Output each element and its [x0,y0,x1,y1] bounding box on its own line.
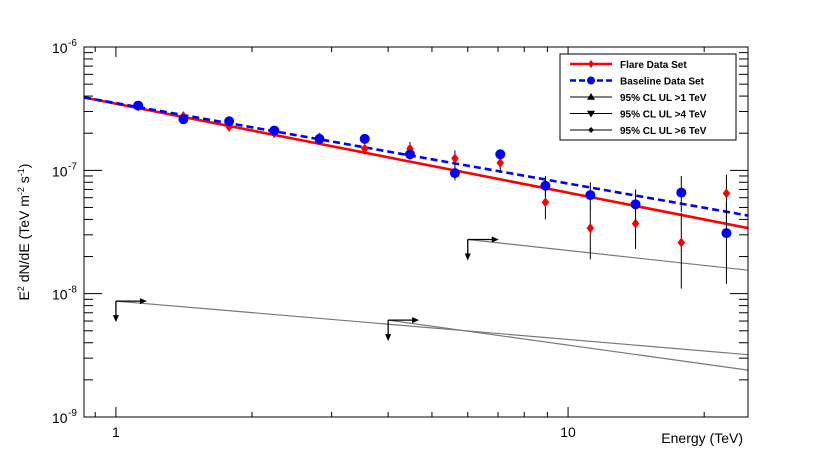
y-axis-title-sup: 2 [16,286,26,291]
upper-limit-line [388,319,748,371]
data-point [540,180,551,191]
upper-limit-line [467,238,748,271]
data-point [631,218,640,229]
data-point [630,199,641,210]
y-axis-title-part: s [16,176,32,187]
data-point [586,223,595,234]
y-tick-exp: -9 [68,408,77,419]
upper-limit-arrowhead-right [412,317,420,324]
legend-label: Baseline Data Set [620,77,705,88]
y-axis-title-sup: -2 [16,187,26,195]
upper-limit-arrowhead-down [464,253,471,261]
fit-line-baseline [84,96,748,217]
x-axis-title: Energy (TeV) [661,430,743,446]
data-point [449,168,460,179]
y-tick-exp: -8 [68,285,77,296]
data-point [541,197,550,208]
y-tick-base: 10 [52,40,68,56]
data-point [496,157,505,168]
data-point [359,133,370,144]
data-point [269,125,280,136]
data-point [676,187,687,198]
plot-contents [84,96,748,371]
legend: Flare Data Set Baseline Data Set 95% CL UL… [559,53,737,141]
upper-limit-2 [385,317,748,371]
data-point [404,149,415,160]
y-axis-title-sup: -1 [16,168,26,176]
legend-marker [587,93,595,100]
upper-limit-1 [112,298,748,356]
upper-limit-3 [464,236,748,271]
data-point [677,237,686,248]
data-point [585,190,596,201]
upper-limit-arrowhead-down [385,334,392,342]
x-tick-label: 10 [560,424,576,440]
y-axis-title-part: dN/dE (TeV m [16,195,32,286]
upper-limit-arrowhead-right [491,236,499,243]
legend-marker [588,60,594,68]
data-point [451,153,459,164]
y-tick-label: 10 -7 [52,161,77,179]
legend-marker [587,110,595,118]
y-axis-title-part: ) [16,164,32,169]
data-point [133,100,144,111]
legend-label: 95% CL UL >1 TeV [620,93,707,104]
x-tick-label: 1 [112,424,120,440]
data-point [314,133,325,144]
y-tick-label: 10 -6 [52,38,77,56]
y-tick-base: 10 [52,287,68,303]
series-baseline [133,100,732,284]
y-tick-base: 10 [52,410,68,426]
y-axis-title-part: E [16,291,32,300]
data-point [495,149,506,160]
y-axis-title: E2 dN/dE (TeV m-2 s-1) [16,164,32,301]
upper-limit-arrowhead-down [112,315,119,323]
data-point [360,143,369,154]
legend-label: Flare Data Set [620,60,687,71]
data-point [224,116,235,127]
legend-marker [588,127,594,133]
legend-entry-5: 95% CL UL >6 TeV [570,126,707,137]
legend-label: 95% CL UL >6 TeV [620,126,707,137]
y-tick-base: 10 [52,163,68,179]
data-point [722,188,731,199]
y-tick-exp: -7 [68,161,77,172]
y-tick-label: 10 -8 [52,285,77,303]
plot-frame [83,46,749,418]
legend-marker [587,76,595,85]
y-tick-exp: -6 [68,38,77,49]
legend-entry-1: Flare Data Set [570,60,687,71]
legend-entry-3: 95% CL UL >1 TeV [570,93,707,104]
data-point [178,114,189,125]
plot-area [84,96,748,371]
data-point [721,228,732,239]
legend-entry-4: 95% CL UL >4 TeV [570,110,707,121]
legend-label: 95% CL UL >4 TeV [620,110,707,121]
upper-limit-line [115,300,748,356]
legend-entry-2: Baseline Data Set [570,76,705,88]
y-tick-label: 10 -9 [52,408,77,426]
upper-limit-arrowhead-right [139,298,147,305]
